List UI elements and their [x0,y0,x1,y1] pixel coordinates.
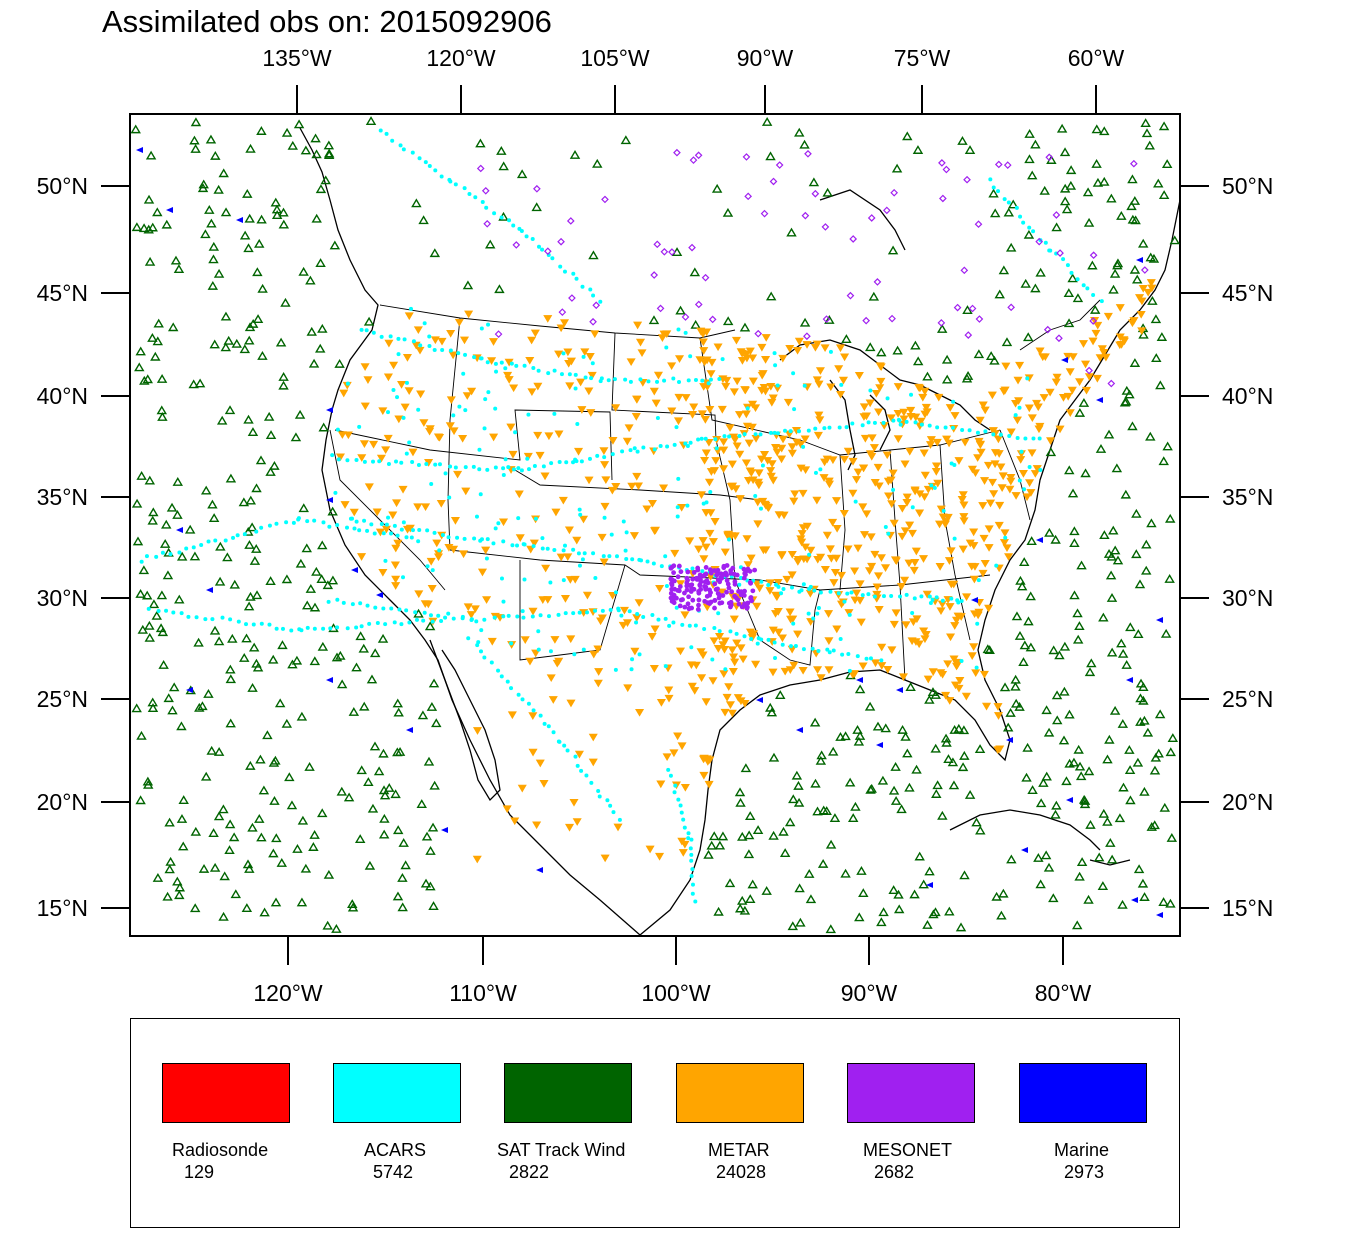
top-lon-label: 120°W [426,45,496,71]
legend-label: METAR [708,1140,770,1160]
top-axis: 135°W 120°W 105°W 90°W 75°W 60°W [262,45,1125,114]
legend-item-acars: ACARS 5742 [333,1063,463,1183]
left-lat-label: 50°N [37,173,88,199]
observation-map: 135°W 120°W 105°W 90°W 75°W 60°W 120°W 1… [37,45,1274,1006]
right-lat-label: 45°N [1222,280,1273,306]
legend-swatch [1019,1063,1147,1123]
legend-label: ACARS [364,1140,427,1160]
legend-swatch [333,1063,461,1123]
legend-item-radiosonde: Radiosonde 129 [162,1063,292,1183]
top-lon-label: 60°W [1068,45,1125,71]
legend-label: Marine [1054,1140,1110,1160]
right-lat-label: 15°N [1222,895,1273,921]
top-lon-label: 105°W [580,45,650,71]
legend-swatch [676,1063,804,1123]
legend-label: MESONET [863,1140,953,1160]
bottom-lon-label: 100°W [641,980,711,1006]
right-lat-label: 40°N [1222,383,1273,409]
right-lat-label: 50°N [1222,173,1273,199]
bottom-lon-label: 80°W [1035,980,1092,1006]
observation-markers [130,116,1180,934]
right-lat-label: 35°N [1222,484,1273,510]
legend-count: 5742 [373,1162,414,1182]
legend-count: 2822 [509,1162,550,1182]
right-lat-label: 25°N [1222,686,1273,712]
left-lat-label: 30°N [37,585,88,611]
lat-axes: 50°N 45°N 40°N 35°N 30°N 25°N 20°N 15°N … [37,173,1274,921]
map-title: Assimilated obs on: 2015092906 [102,4,552,39]
legend-item-sat-track-wind: SAT Track Wind 2822 [497,1063,634,1183]
legend-count: 2682 [874,1162,915,1182]
bottom-lon-label: 110°W [449,980,517,1006]
top-lon-label: 135°W [262,45,332,71]
left-lat-label: 20°N [37,789,88,815]
bottom-lon-label: 120°W [253,980,323,1006]
legend-item-marine: Marine 2973 [1019,1063,1149,1183]
bottom-lon-label: 90°W [841,980,898,1006]
legend-item-mesonet: MESONET 2682 [847,1063,977,1183]
top-lon-label: 75°W [894,45,951,71]
legend-swatch [504,1063,632,1123]
legend-count: 24028 [716,1162,767,1182]
top-lon-label: 90°W [737,45,794,71]
legend-box: Radiosonde 129 ACARS 5742 SAT Track Wind… [130,1018,1180,1228]
left-lat-label: 15°N [37,895,88,921]
left-lat-label: 40°N [37,383,88,409]
legend-item-metar: METAR 24028 [676,1063,806,1183]
left-lat-label: 35°N [37,484,88,510]
legend-label: Radiosonde [172,1140,269,1160]
right-lat-label: 30°N [1222,585,1273,611]
legend-swatch [162,1063,290,1123]
legend-swatch [847,1063,975,1123]
legend-count: 2973 [1064,1162,1105,1182]
left-lat-label: 25°N [37,686,88,712]
left-lat-label: 45°N [37,280,88,306]
legend-count: 129 [184,1162,215,1182]
bottom-axis: 120°W 110°W 100°W 90°W 80°W [253,936,1092,1006]
right-lat-label: 20°N [1222,789,1273,815]
legend-label: SAT Track Wind [497,1140,626,1160]
map-frame [129,113,1181,937]
